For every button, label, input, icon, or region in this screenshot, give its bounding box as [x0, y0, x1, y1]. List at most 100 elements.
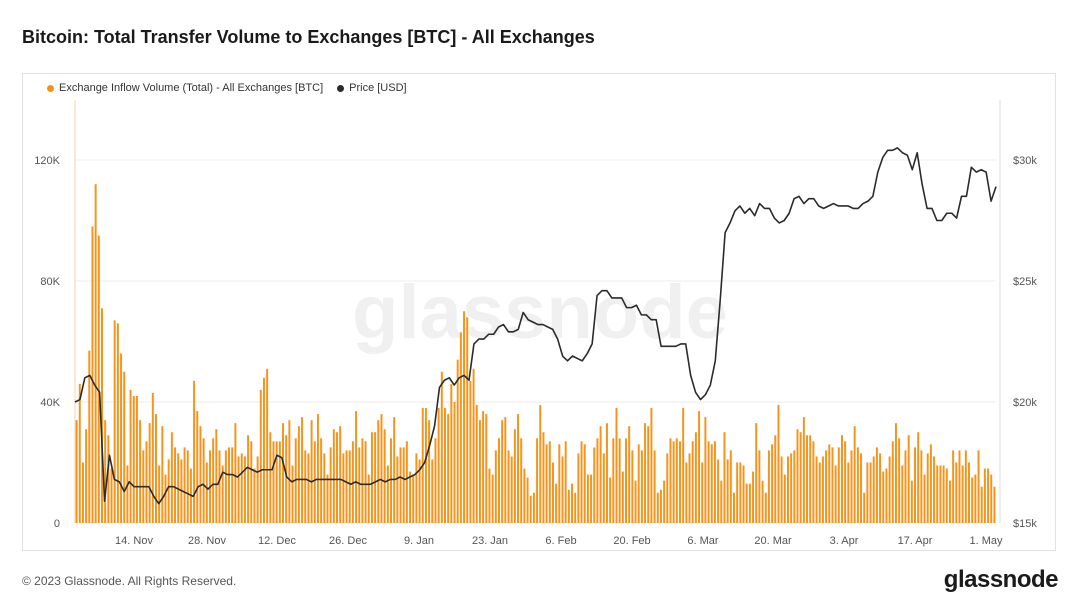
- inflow-bar[interactable]: [612, 438, 615, 523]
- inflow-bar[interactable]: [288, 420, 291, 523]
- inflow-bar[interactable]: [694, 432, 697, 523]
- inflow-bar[interactable]: [685, 462, 688, 524]
- inflow-bar[interactable]: [148, 423, 151, 523]
- inflow-bar[interactable]: [482, 411, 485, 523]
- price-line[interactable]: [74, 147, 997, 505]
- inflow-bar[interactable]: [812, 441, 815, 523]
- inflow-bar[interactable]: [993, 486, 996, 523]
- inflow-bar[interactable]: [968, 462, 970, 524]
- inflow-bar[interactable]: [221, 465, 224, 523]
- inflow-bar[interactable]: [390, 438, 392, 523]
- inflow-bar[interactable]: [713, 441, 716, 523]
- inflow-bar[interactable]: [783, 474, 786, 523]
- inflow-bar[interactable]: [510, 456, 513, 523]
- inflow-bar[interactable]: [945, 468, 948, 523]
- inflow-bar[interactable]: [135, 395, 138, 523]
- inflow-bar[interactable]: [228, 447, 231, 524]
- inflow-bar[interactable]: [923, 474, 926, 523]
- inflow-bar[interactable]: [856, 447, 859, 524]
- inflow-bar[interactable]: [733, 492, 735, 523]
- inflow-bar[interactable]: [929, 444, 932, 523]
- inflow-bar[interactable]: [806, 435, 809, 523]
- inflow-bar[interactable]: [961, 465, 964, 523]
- inflow-bar[interactable]: [745, 483, 748, 523]
- inflow-bar[interactable]: [936, 465, 939, 523]
- inflow-bar[interactable]: [491, 474, 494, 523]
- inflow-bar[interactable]: [564, 441, 567, 523]
- inflow-bar[interactable]: [869, 462, 872, 524]
- inflow-bar[interactable]: [450, 383, 453, 523]
- inflow-bar[interactable]: [885, 468, 888, 523]
- inflow-bar[interactable]: [155, 414, 157, 523]
- inflow-bar[interactable]: [910, 480, 913, 523]
- inflow-bar[interactable]: [523, 468, 526, 523]
- inflow-bar[interactable]: [120, 353, 123, 523]
- inflow-bar[interactable]: [701, 462, 704, 524]
- inflow-bar[interactable]: [501, 420, 504, 523]
- inflow-bar[interactable]: [771, 444, 774, 523]
- inflow-bar[interactable]: [561, 456, 564, 523]
- inflow-bar[interactable]: [860, 453, 863, 523]
- inflow-bar[interactable]: [659, 489, 662, 523]
- inflow-bar[interactable]: [761, 480, 764, 523]
- inflow-bar[interactable]: [224, 450, 227, 523]
- inflow-bar[interactable]: [383, 429, 386, 523]
- inflow-bar[interactable]: [196, 411, 199, 523]
- inflow-bar[interactable]: [920, 450, 923, 523]
- inflow-bar[interactable]: [752, 471, 755, 523]
- inflow-bar[interactable]: [774, 435, 777, 523]
- inflow-bar[interactable]: [634, 480, 637, 523]
- inflow-bar[interactable]: [631, 450, 634, 523]
- inflow-bar[interactable]: [863, 492, 866, 523]
- inflow-bar[interactable]: [367, 474, 370, 523]
- inflow-bar[interactable]: [529, 495, 532, 523]
- inflow-bar[interactable]: [316, 414, 319, 523]
- inflow-bar[interactable]: [345, 450, 348, 523]
- inflow-bar[interactable]: [926, 453, 929, 523]
- inflow-bar[interactable]: [475, 405, 478, 523]
- inflow-bar[interactable]: [736, 462, 739, 524]
- inflow-bar[interactable]: [456, 359, 459, 523]
- inflow-bar[interactable]: [440, 371, 443, 523]
- inflow-bar[interactable]: [386, 465, 389, 523]
- inflow-bar[interactable]: [520, 438, 523, 523]
- inflow-bar[interactable]: [656, 492, 659, 523]
- inflow-bar[interactable]: [739, 462, 742, 524]
- inflow-bar[interactable]: [507, 450, 510, 523]
- inflow-bar[interactable]: [748, 483, 751, 523]
- inflow-bar[interactable]: [466, 317, 469, 523]
- inflow-bar[interactable]: [717, 459, 720, 523]
- inflow-bar[interactable]: [304, 450, 307, 523]
- inflow-bar[interactable]: [472, 368, 475, 523]
- inflow-bar[interactable]: [974, 474, 977, 523]
- inflow-bar[interactable]: [329, 447, 332, 524]
- inflow-bar[interactable]: [532, 492, 535, 523]
- inflow-bar[interactable]: [545, 444, 548, 523]
- inflow-bar[interactable]: [405, 441, 408, 523]
- inflow-bar[interactable]: [231, 447, 234, 524]
- inflow-bar[interactable]: [640, 450, 643, 523]
- inflow-bar[interactable]: [790, 453, 793, 523]
- inflow-bar[interactable]: [904, 450, 907, 523]
- inflow-bar[interactable]: [463, 311, 466, 523]
- inflow-bar[interactable]: [840, 435, 843, 523]
- inflow-bar[interactable]: [980, 486, 983, 523]
- inflow-bar[interactable]: [75, 420, 78, 523]
- inflow-bar[interactable]: [234, 423, 237, 523]
- inflow-bar[interactable]: [282, 423, 284, 523]
- inflow-bar[interactable]: [218, 450, 221, 523]
- inflow-bar[interactable]: [250, 441, 253, 523]
- inflow-bar[interactable]: [447, 414, 450, 523]
- inflow-bar[interactable]: [672, 441, 675, 523]
- inflow-bar[interactable]: [336, 432, 338, 523]
- inflow-bar[interactable]: [256, 456, 259, 523]
- inflow-bar[interactable]: [825, 450, 828, 523]
- inflow-bar[interactable]: [837, 447, 840, 524]
- inflow-bar[interactable]: [116, 323, 119, 523]
- inflow-bar[interactable]: [110, 468, 113, 523]
- inflow-bar[interactable]: [297, 426, 300, 523]
- inflow-bar[interactable]: [374, 432, 377, 523]
- inflow-bar[interactable]: [431, 459, 434, 523]
- inflow-bar[interactable]: [894, 423, 897, 523]
- inflow-bar[interactable]: [853, 426, 856, 523]
